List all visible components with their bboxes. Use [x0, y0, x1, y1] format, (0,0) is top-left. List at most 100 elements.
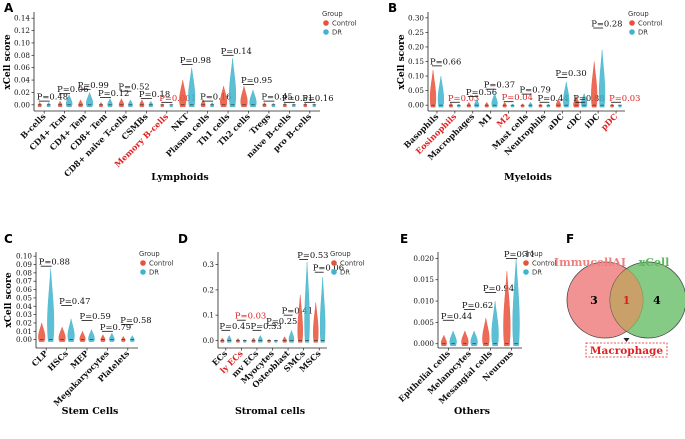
venn-pointer-icon: [623, 338, 630, 342]
legend-dr-label: DR: [332, 29, 342, 37]
violin-control: [267, 338, 271, 343]
p-value-label: P=0.62: [462, 300, 493, 310]
p-value-label: P=0.47: [59, 296, 90, 306]
violin-control: [297, 294, 303, 343]
p-value-label: P=0.53: [297, 250, 328, 260]
y-tick-label: 0.25: [408, 28, 424, 37]
y-tick-label: 0.15: [408, 57, 424, 66]
x-category-label: pDC: [599, 111, 620, 132]
legend-dr-label: DR: [149, 269, 159, 277]
y-tick-label: 0.03: [16, 310, 32, 319]
violin-dr: [319, 277, 326, 343]
p-value-label: P=0.44: [441, 311, 472, 321]
violin-control: [440, 334, 447, 346]
p-value-label: P=0.03: [235, 311, 266, 321]
p-value-label: P=0.95: [241, 75, 272, 85]
violin-control: [78, 99, 83, 108]
p-value-label: P=0.37: [484, 80, 515, 90]
y-tick-label: 0.05: [408, 86, 424, 95]
legend-control-label: Control: [332, 20, 357, 28]
violin-dr: [47, 268, 55, 342]
p-value-label: P=0.45: [261, 92, 292, 102]
y-tick-label: 0.10: [14, 38, 30, 47]
violin-control: [282, 336, 287, 343]
legend-dr-swatch: [523, 269, 529, 275]
violin-dr: [148, 100, 154, 108]
violin-dr: [528, 101, 533, 108]
violin-dr: [86, 91, 94, 108]
legend-dr-swatch: [140, 269, 146, 275]
venn-shared-box: [585, 342, 668, 358]
violin-control: [118, 98, 125, 108]
legend-dr-swatch: [323, 29, 329, 35]
y-tick-label: 0.30: [408, 13, 424, 22]
violin-dr: [457, 103, 461, 108]
violin-control: [58, 326, 66, 342]
violin-control: [591, 61, 598, 108]
p-value-label: P=0.98: [180, 55, 211, 65]
legend-control-label: Control: [149, 260, 174, 268]
y-tick-label: 0.0: [203, 336, 215, 345]
y-tick-label: 0.005: [413, 318, 434, 327]
y-tick-label: 0.07: [16, 277, 32, 286]
violin-dr: [437, 76, 444, 108]
violin-dr: [229, 58, 237, 108]
violin-dr: [292, 103, 296, 108]
y-tick-label: 0.1: [203, 311, 214, 320]
violin-control: [573, 95, 580, 108]
y-tick-label: 0.000: [413, 339, 434, 348]
y-tick-label: 0.06: [16, 285, 32, 294]
y-axis-label: xCell score: [4, 272, 14, 328]
legend-title: Group: [322, 10, 343, 18]
violin-dr: [491, 92, 498, 108]
y-tick-label: 0.00: [408, 101, 424, 110]
violin-control: [79, 330, 86, 342]
legend-control-label: Control: [340, 260, 365, 268]
violin-dr: [512, 258, 520, 346]
legend-title: Group: [330, 250, 351, 258]
legend-dr-label: DR: [340, 269, 350, 277]
violin-dr: [563, 81, 570, 108]
p-value-label: P=0.45: [219, 321, 250, 331]
p-value-label: P=0.03: [609, 93, 640, 103]
p-value-label: P=0.94: [483, 283, 514, 293]
p-value-label: P=0.25: [266, 316, 297, 326]
y-tick-label: 0.04: [16, 302, 32, 311]
p-value-label: P=0.48: [37, 92, 68, 102]
panel-letter-d: D: [178, 232, 188, 246]
p-value-label: P=0.18: [139, 89, 170, 99]
legend-control-swatch: [629, 20, 635, 26]
legend-title: Group: [139, 250, 160, 258]
chart-title: Myeloids: [504, 172, 552, 183]
violin-dr: [67, 318, 75, 342]
p-value-label: P=0.16: [200, 92, 231, 102]
violin-control: [313, 302, 319, 343]
p-value-label: P=0.14: [221, 46, 252, 56]
y-axis-label: xCell score: [3, 34, 13, 90]
chart-title: Others: [454, 406, 490, 417]
x-category-label: HSCs: [45, 348, 70, 373]
violin-dr: [546, 103, 551, 108]
venn-right-count: 4: [653, 294, 661, 307]
violin-control: [220, 86, 228, 108]
p-value-label: P=0.04: [502, 92, 533, 102]
panel-letter-e: E: [400, 232, 408, 246]
legend-title: Group: [522, 250, 543, 258]
p-value-label: P=0.06: [313, 263, 344, 273]
panel-letter-c: C: [4, 232, 13, 246]
p-value-label: P=0.16: [302, 93, 333, 103]
y-tick-label: 0.3: [203, 260, 215, 269]
y-tick-label: 0.04: [14, 76, 30, 85]
chart-title: Stem Cells: [62, 406, 119, 417]
venn-left-count: 3: [590, 294, 598, 307]
y-tick-label: 0.12: [14, 26, 30, 35]
violin-control: [160, 103, 165, 108]
p-value-label: P=0.59: [80, 311, 111, 321]
x-category-label: iDC: [583, 111, 602, 130]
y-tick-label: 0.20: [408, 42, 424, 51]
y-tick-label: 0.2: [203, 285, 214, 294]
p-value-label: P=0.99: [78, 80, 109, 90]
p-value-label: P=0.52: [118, 82, 149, 92]
violin-dr: [243, 339, 247, 343]
legend-control-label: Control: [638, 20, 663, 28]
